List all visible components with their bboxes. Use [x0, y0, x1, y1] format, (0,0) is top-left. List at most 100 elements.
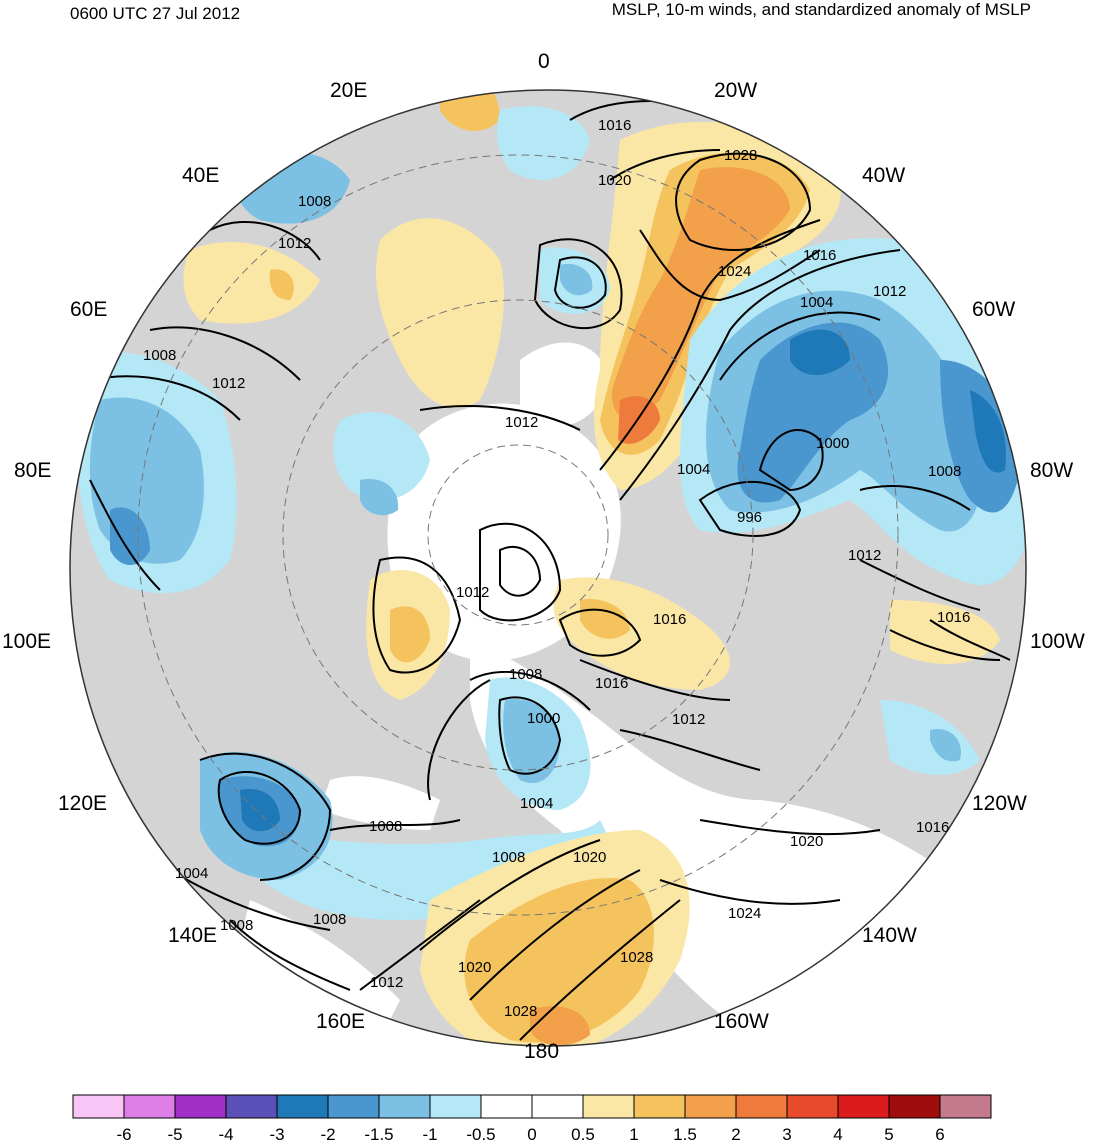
lon-label-140w: 140W [862, 924, 917, 947]
lon-label-20w: 20W [714, 79, 757, 102]
colorbar-tick-label: 1 [629, 1125, 638, 1142]
isobar-labels: 1016 1028 1020 1024 1016 1012 1004 1008 … [143, 117, 970, 1020]
lon-label-180: 180 [524, 1040, 559, 1063]
colorbar-tick-label: -1.5 [364, 1125, 393, 1142]
isobar-label: 1016 [653, 611, 686, 628]
colorbar-tick-label: -3 [269, 1125, 284, 1142]
colorbar-tick-label: -0.5 [466, 1125, 495, 1142]
lon-label-160w: 160W [714, 1010, 769, 1033]
isobar-label: 1024 [718, 263, 751, 280]
isobar-label: 1008 [492, 849, 525, 866]
colorbar-boxes [72, 1094, 992, 1119]
isobar-label: 1008 [298, 193, 331, 210]
isobar-label: 1004 [520, 795, 553, 812]
isobar-label: 1008 [220, 917, 253, 934]
colorbar-box [531, 1094, 584, 1119]
colorbar-box [837, 1094, 890, 1119]
lon-label-40w: 40W [862, 164, 905, 187]
colorbar-box [378, 1094, 431, 1119]
colorbar-box [888, 1094, 941, 1119]
colorbar-tick-label: -4 [218, 1125, 233, 1142]
lon-label-60w: 60W [972, 298, 1015, 321]
isobars [89, 100, 1011, 1041]
colorbar-tick-label: -2 [320, 1125, 335, 1142]
valid-time-label: 0600 UTC 27 Jul 2012 [70, 4, 241, 23]
colorbar-tick-label: 0.5 [571, 1125, 595, 1142]
colorbar-box [480, 1094, 533, 1119]
isobar-label: 1020 [573, 849, 606, 866]
colorbar-tick-label: 5 [884, 1125, 893, 1142]
isobar-label: 1012 [672, 711, 705, 728]
colorbar-box [72, 1094, 125, 1119]
isobar-label: 1016 [595, 675, 628, 692]
colorbar-tick-label: 1.5 [673, 1125, 697, 1142]
isobar-label: 1012 [212, 375, 245, 392]
colorbar-box [633, 1094, 686, 1119]
colorbar-box [429, 1094, 482, 1119]
isobar-label: 1008 [313, 911, 346, 928]
isobar-label: 1028 [620, 949, 653, 966]
colorbar-box [735, 1094, 788, 1119]
product-title: MSLP, 10-m winds, and standardized anoma… [611, 0, 1031, 19]
isobar-label: 1016 [937, 609, 970, 626]
isobar-label: 1012 [505, 414, 538, 431]
isobar-label: 1000 [816, 435, 849, 452]
isobar-label: 1028 [724, 147, 757, 164]
isobar-label: 1012 [278, 235, 311, 252]
isobar-label: 1020 [458, 959, 491, 976]
lon-label-100w: 100W [1030, 630, 1085, 653]
lon-label-0: 0 [538, 50, 550, 73]
isobar-label: 996 [737, 509, 762, 526]
lon-label-20e: 20E [330, 79, 367, 102]
isobar-label: 1016 [916, 819, 949, 836]
isobar-label: 1024 [728, 905, 761, 922]
isobar-label: 1008 [928, 463, 961, 480]
graticule [137, 154, 899, 916]
lon-label-140e: 140E [168, 924, 217, 947]
colorbar-ticks: -6 -5 -4 -3 -2 -1.5 -1 -0.5 0 0.5 1 1.5 2 3 4 5 6 [116, 1125, 944, 1142]
lon-label-160e: 160E [316, 1010, 365, 1033]
isobar-label: 1004 [175, 865, 208, 882]
isobar-label: 1000 [527, 710, 560, 727]
colorbar: -6 -5 -4 -3 -2 -1.5 -1 -0.5 0 0.5 1 1.5 2 3 4 5 6 [72, 1094, 992, 1142]
lon-label-80e: 80E [14, 459, 51, 482]
lon-label-120e: 120E [58, 792, 107, 815]
isobar-label: 1004 [800, 294, 833, 311]
colorbar-box [174, 1094, 227, 1119]
lon-label-80w: 80W [1030, 459, 1073, 482]
colorbar-box [786, 1094, 839, 1119]
colorbar-box [327, 1094, 380, 1119]
lon-label-120w: 120W [972, 792, 1027, 815]
colorbar-tick-label: 4 [833, 1125, 842, 1142]
colorbar-tick-label: -6 [116, 1125, 131, 1142]
lon-label-60e: 60E [70, 298, 107, 321]
isobar-label: 1008 [143, 347, 176, 364]
colorbar-tick-label: 6 [935, 1125, 944, 1142]
isobar-label: 1020 [790, 833, 823, 850]
longitude-labels: 0 20W 40W 60W 80W 100W 120W 140W 160W 18… [2, 50, 1085, 1063]
isobar-label: 1020 [598, 172, 631, 189]
isobar-label: 1004 [677, 461, 710, 478]
lon-label-40e: 40E [182, 164, 219, 187]
lon-label-100e: 100E [2, 630, 51, 653]
colorbar-box [582, 1094, 635, 1119]
isobar-label: 1016 [803, 247, 836, 264]
colorbar-box [276, 1094, 329, 1119]
isobar-label: 1012 [873, 283, 906, 300]
isobar-label: 1012 [370, 974, 403, 991]
colorbar-tick-label: 2 [731, 1125, 740, 1142]
colorbar-box [225, 1094, 278, 1119]
colorbar-tick-label: 0 [527, 1125, 536, 1142]
map-field [70, 90, 1026, 1046]
colorbar-tick-label: 3 [782, 1125, 791, 1142]
colorbar-box [684, 1094, 737, 1119]
isobar-label: 1012 [456, 584, 489, 601]
colorbar-tick-label: -5 [167, 1125, 182, 1142]
isobar-label: 1012 [848, 547, 881, 564]
isobar-label: 1008 [369, 818, 402, 835]
isobar-label: 1016 [598, 117, 631, 134]
isobar-label: 1028 [504, 1003, 537, 1020]
isobar-label: 1008 [509, 666, 542, 683]
colorbar-box [939, 1094, 992, 1119]
